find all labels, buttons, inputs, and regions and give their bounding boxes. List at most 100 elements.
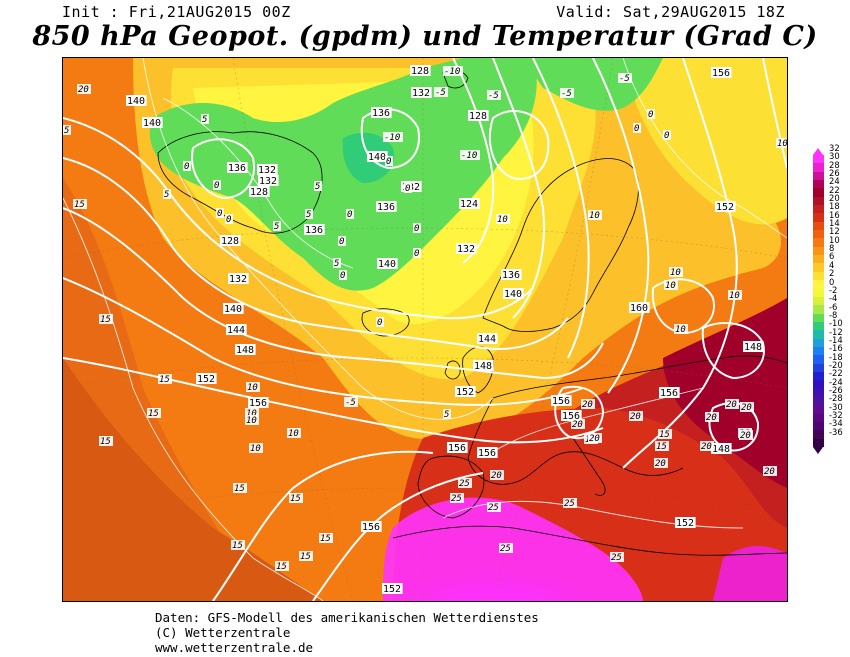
geopotential-label-bg	[223, 303, 244, 314]
colorbar-label: -26	[829, 384, 843, 395]
geopotential-label: 156	[362, 522, 380, 533]
temperature-label-bg	[496, 214, 510, 224]
geopotential-label: 152	[716, 202, 734, 213]
geopotential-label-bg	[455, 386, 476, 397]
temperature-label-bg	[213, 180, 221, 190]
colorbar-label: -34	[829, 418, 843, 429]
geopotential-contour	[762, 58, 787, 169]
colorbar-swatch	[813, 355, 824, 364]
colorbar-label: 2	[829, 268, 835, 279]
temperature-label-bg	[647, 109, 655, 119]
temperature-label: -5	[435, 88, 446, 98]
temperature-label-bg	[663, 130, 671, 140]
temperature-label: 20	[630, 412, 641, 422]
temperature-label-bg	[339, 270, 347, 280]
temperature-label-bg	[450, 493, 464, 503]
geopotential-label-bg	[551, 395, 572, 406]
temperature-label-bg	[705, 412, 719, 422]
temperature-label-bg	[588, 210, 602, 220]
colorbar-swatch	[813, 213, 824, 222]
colorbar-label: 16	[829, 209, 840, 220]
map-title: 850 hPa Geopot. (gpdm) und Temperatur (G…	[32, 21, 818, 52]
temperature-label: 25	[611, 553, 622, 563]
geopotential-contour	[532, 58, 590, 359]
temperature-label-bg	[245, 415, 259, 425]
colorbar-swatch	[813, 430, 824, 439]
colorbar-label: 20	[829, 193, 840, 204]
temperature-label-bg	[563, 498, 577, 508]
geopotential-label-bg	[659, 387, 680, 398]
geopotential-label: 144	[478, 334, 496, 345]
temperature-label-bg	[99, 436, 113, 446]
temperature-label: 15	[290, 494, 301, 504]
geopotential-label-bg	[711, 443, 732, 454]
colorbar-label: 6	[829, 251, 835, 262]
temperature-label: 20	[701, 442, 712, 452]
geopotential-label-bg	[228, 273, 249, 284]
geopotential-label-bg	[561, 410, 582, 421]
geopotential-label: 132	[229, 274, 247, 285]
temperature-label-bg	[776, 138, 787, 148]
colorbar-swatch	[813, 263, 824, 272]
temperature-label: 10	[665, 281, 676, 291]
temperature-label-bg	[289, 493, 303, 503]
temperature-label: 10	[729, 291, 740, 301]
temperature-label: 10	[247, 383, 258, 393]
geopotential-label: 140	[378, 259, 396, 270]
colorbar-swatch	[813, 346, 824, 356]
init-time: Init : Fri,21AUG2015 00Z	[62, 3, 291, 21]
colorbar-label: -30	[829, 401, 843, 412]
valid-time: Valid: Sat,29AUG2015 18Z	[556, 3, 785, 21]
temperature-label-bg	[147, 408, 161, 418]
temperature-label-bg	[233, 483, 247, 493]
colorbar-label: 4	[829, 259, 835, 270]
temperature-label: 0	[347, 210, 352, 220]
colorbar-swatch	[813, 405, 824, 414]
colorbar-swatch	[813, 288, 824, 297]
geopotential-label: 136	[305, 225, 323, 236]
colorbar-swatch	[813, 338, 824, 347]
temperature-label: 20	[491, 471, 502, 481]
temperature-label: 10	[246, 416, 257, 426]
geopotential-label: 156	[660, 388, 678, 399]
geopotential-label-bg	[503, 288, 524, 299]
temperature-label: 0	[184, 162, 189, 172]
colorbar-label: 14	[829, 218, 840, 229]
temperature-label-bg	[658, 429, 672, 439]
temperature-label: 15	[234, 484, 245, 494]
geopotential-label-bg	[196, 373, 217, 384]
geopotential-label-bg	[376, 201, 397, 212]
geopotential-label: 140	[127, 96, 145, 107]
colorbar-label: -22	[829, 368, 843, 379]
geopotential-contour	[63, 357, 604, 444]
geopotential-label: 156	[562, 411, 580, 422]
footer-url[interactable]: www.wetterzentrale.de	[155, 640, 314, 655]
geopotential-label-bg	[227, 162, 248, 173]
geopotential-label-bg	[715, 201, 736, 212]
temperature-label: 25	[488, 503, 499, 513]
colorbar-swatch	[813, 363, 824, 372]
temperature-label-bg	[376, 317, 384, 327]
temperature-label: 5	[444, 410, 449, 420]
colorbar-label: -10	[829, 318, 843, 329]
geopotential-contour	[492, 58, 545, 319]
isotherm	[63, 197, 324, 601]
colorbar-bottom-arrow	[813, 447, 823, 455]
colorbar-swatch	[813, 188, 824, 197]
geopotential-label: 136	[372, 108, 390, 119]
geopotential-label: 136	[228, 163, 246, 174]
colorbar-swatch	[813, 380, 824, 389]
temperature-label: 20	[572, 420, 583, 430]
geopotential-label: 148	[712, 444, 730, 455]
temperature-label-bg	[225, 214, 233, 224]
colorbar-label: 18	[829, 201, 840, 212]
graticule-line	[63, 357, 787, 389]
temperature-label: 10	[250, 444, 261, 454]
geopotential-label: 156	[448, 443, 466, 454]
temperature-label: 5	[164, 190, 169, 200]
colorbar-swatch	[813, 155, 824, 164]
temperature-label-bg	[275, 561, 289, 571]
geopotential-label-bg	[468, 110, 489, 121]
temperature-label: 0	[217, 209, 222, 219]
temperature-label-bg	[99, 314, 113, 324]
